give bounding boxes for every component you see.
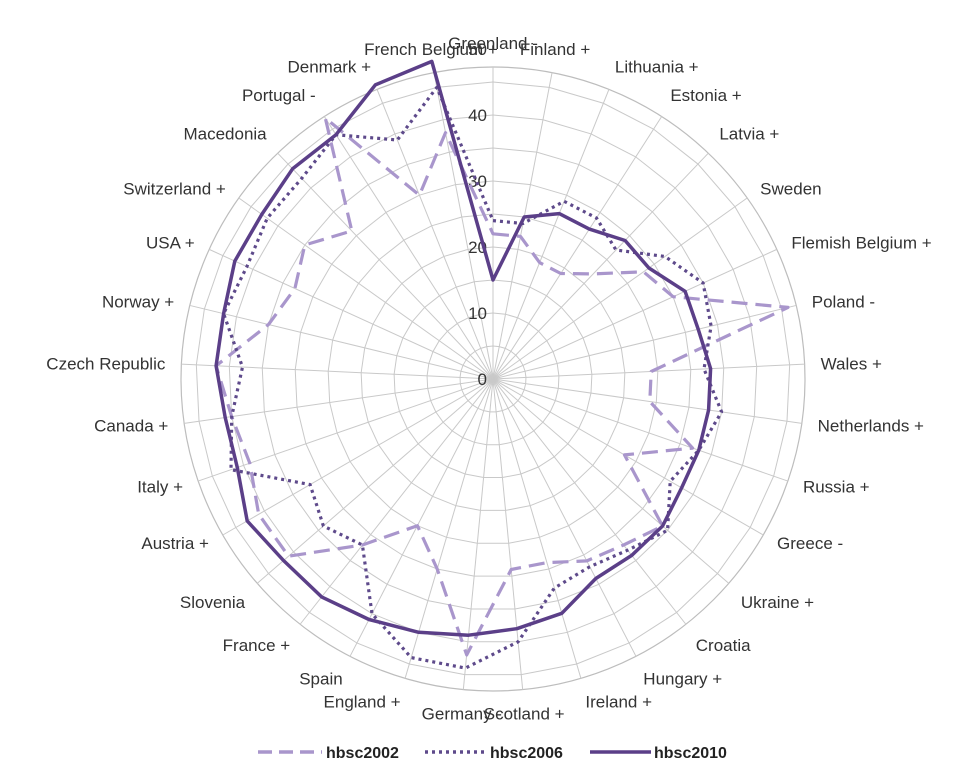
category-label: England + — [324, 693, 401, 712]
category-label: Scotland + — [484, 705, 565, 724]
category-label: Spain — [299, 670, 342, 689]
legend-label-hbsc2006: hbsc2006 — [490, 745, 563, 762]
category-label: Estonia + — [670, 86, 741, 105]
grid-spoke — [238, 197, 494, 380]
legend-label-hbsc2010: hbsc2010 — [654, 745, 727, 762]
grid-spoke — [492, 197, 748, 380]
radial-tick-label: 40 — [468, 106, 487, 125]
category-label: France + — [223, 636, 291, 655]
legend: hbsc2002 hbsc2006 hbsc2010 — [258, 745, 727, 762]
grid-spoke — [277, 152, 494, 380]
category-label: Austria + — [141, 534, 209, 553]
grid-spoke — [376, 89, 494, 380]
category-label: Hungary + — [643, 670, 722, 689]
category-label: Greece - — [777, 534, 843, 553]
category-label: Canada + — [94, 417, 168, 436]
category-labels: Greenland -Finland + Lithuania + Estonia +… — [46, 34, 931, 724]
radial-tick-label: 0 — [478, 370, 487, 389]
category-label: Denmark + — [287, 57, 371, 76]
category-label: Norway + — [102, 293, 174, 312]
grid-spoke — [404, 378, 494, 679]
grid-spoke — [492, 116, 663, 380]
grid-spoke — [462, 378, 494, 690]
category-label: Slovenia — [180, 593, 246, 612]
category-label: Netherlands + — [818, 417, 924, 436]
grid-spoke — [492, 378, 582, 679]
grid-ring — [327, 213, 659, 544]
grid-spoke — [181, 363, 494, 380]
grid-spoke — [492, 72, 553, 380]
category-label: Sweden — [760, 180, 821, 199]
category-label: French Belgium + — [364, 40, 498, 59]
grid-spoke — [492, 378, 730, 584]
grid-spoke — [197, 378, 494, 482]
category-label: Germany - — [422, 705, 502, 724]
category-label: Ukraine + — [741, 593, 814, 612]
grid-spoke — [323, 116, 494, 380]
grid-ring — [294, 180, 692, 577]
grid-spoke — [189, 304, 494, 380]
grid-spoke — [492, 89, 610, 380]
category-label: Russia + — [803, 477, 870, 496]
category-label: Poland - — [812, 293, 875, 312]
category-label: Switzerland + — [123, 180, 226, 199]
grid-spoke — [492, 152, 709, 380]
grid-spoke — [349, 378, 494, 657]
radial-tick-label: 10 — [468, 304, 487, 323]
series-line-hbsc2002 — [214, 116, 790, 657]
category-label: Wales + — [821, 354, 882, 373]
grid-spoke — [492, 378, 764, 536]
grid-spoke — [492, 378, 789, 482]
grid-ring — [360, 246, 626, 511]
grid-spoke — [184, 378, 494, 424]
category-label: Lithuania + — [615, 57, 699, 76]
grid-ring — [459, 345, 527, 413]
series-line-hbsc2010 — [214, 59, 713, 637]
category-label: Italy + — [137, 477, 183, 496]
category-label: Greenland - — [448, 34, 538, 53]
radar-grid — [180, 66, 806, 692]
category-label: Macedonia — [183, 125, 267, 144]
category-label: Czech Republic — [46, 354, 166, 373]
grid-spoke — [492, 378, 687, 625]
radial-tick-label: 50 — [468, 40, 487, 59]
series-lines — [214, 59, 790, 670]
grid-spoke — [299, 378, 494, 625]
grid-spoke — [492, 378, 802, 424]
grid-spoke — [222, 378, 494, 536]
grid-spoke — [492, 304, 797, 380]
category-label: Ireland + — [585, 693, 652, 712]
grid-spoke — [208, 248, 494, 380]
grid-ring — [261, 147, 725, 610]
grid-spoke — [492, 378, 637, 657]
grid-ring — [426, 312, 560, 446]
grid-ring — [228, 114, 758, 643]
grid-spoke — [492, 378, 524, 690]
grid-spoke — [256, 378, 494, 584]
grid-spoke — [492, 363, 805, 380]
category-label: Finland + — [520, 40, 590, 59]
category-label: Croatia — [696, 636, 751, 655]
series-line-hbsc2006 — [222, 85, 724, 670]
legend-label-hbsc2002: hbsc2002 — [326, 745, 399, 762]
category-label: USA + — [146, 234, 195, 253]
grid-spoke — [433, 72, 494, 380]
category-label: Flemish Belgium + — [791, 234, 931, 253]
grid-ring — [195, 81, 791, 676]
category-label: Latvia + — [719, 125, 779, 144]
grid-ring — [393, 279, 593, 479]
category-label: Portugal - — [242, 86, 316, 105]
grid-spoke — [492, 248, 778, 380]
